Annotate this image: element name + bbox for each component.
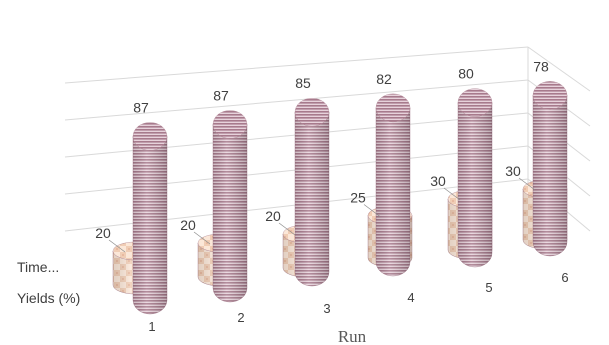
bar-yield-4-top bbox=[375, 93, 411, 123]
bar-yield-6-top bbox=[532, 81, 568, 110]
bars bbox=[112, 81, 568, 315]
tick-label-4: 4 bbox=[407, 290, 414, 305]
bar-yield-6-shade bbox=[533, 95, 567, 256]
bar-yield-1 bbox=[132, 122, 168, 315]
gridline bbox=[64, 46, 529, 84]
bar-yield-4-shade bbox=[376, 107, 410, 276]
data-label-time-3: 20 bbox=[265, 208, 281, 224]
gridline bbox=[64, 79, 529, 121]
bar-yield-3-top bbox=[294, 97, 330, 127]
data-label-yield-2: 87 bbox=[213, 87, 229, 103]
bar-yield-5-top bbox=[457, 88, 493, 117]
axes: 1 2 3 4 5 6 Time... Yields (%) Run bbox=[17, 259, 569, 345]
bar-yield-6 bbox=[532, 81, 568, 257]
leader-line bbox=[193, 231, 211, 245]
bar-yield-2-shade bbox=[213, 124, 247, 302]
leader-line bbox=[108, 239, 126, 253]
bar-yield-1-top bbox=[132, 122, 168, 151]
bar-yield-4 bbox=[375, 93, 411, 277]
data-label-yield-6: 78 bbox=[533, 58, 549, 74]
data-label-yield-1: 87 bbox=[133, 99, 149, 115]
data-label-time-5: 30 bbox=[430, 173, 446, 189]
leader-line bbox=[443, 187, 461, 201]
series-label-time: Time... bbox=[17, 259, 59, 275]
bar-yield-1-shade bbox=[133, 136, 167, 314]
x-axis-title: Run bbox=[338, 327, 367, 345]
data-label-yield-4: 82 bbox=[376, 71, 392, 87]
tick-label-3: 3 bbox=[323, 301, 330, 316]
bar-yield-5-shade bbox=[458, 102, 492, 267]
data-label-time-1: 20 bbox=[95, 225, 111, 241]
bar-yield-2 bbox=[212, 110, 248, 303]
bar-yield-3-shade bbox=[295, 112, 329, 286]
bar-yield-3 bbox=[294, 97, 330, 287]
data-label-yield-5: 80 bbox=[458, 66, 474, 82]
data-label-time-2: 20 bbox=[180, 217, 196, 233]
leader-line bbox=[518, 177, 536, 191]
data-label-time-4: 25 bbox=[350, 190, 366, 206]
leader-line bbox=[363, 204, 381, 217]
leader-line bbox=[278, 222, 296, 236]
labels: 20 87 20 87 20 85 25 82 30 80 30 78 bbox=[95, 58, 549, 253]
tick-label-6: 6 bbox=[561, 270, 568, 285]
series-label-yields: Yields (%) bbox=[17, 290, 80, 306]
bar-yield-5 bbox=[457, 88, 493, 268]
gridline bbox=[527, 46, 591, 92]
data-label-yield-3: 85 bbox=[295, 75, 311, 91]
tick-label-2: 2 bbox=[237, 310, 244, 325]
tick-label-1: 1 bbox=[148, 319, 155, 334]
bar-yield-2-top bbox=[212, 110, 248, 139]
data-label-time-6: 30 bbox=[505, 163, 521, 179]
tick-label-5: 5 bbox=[485, 280, 492, 295]
